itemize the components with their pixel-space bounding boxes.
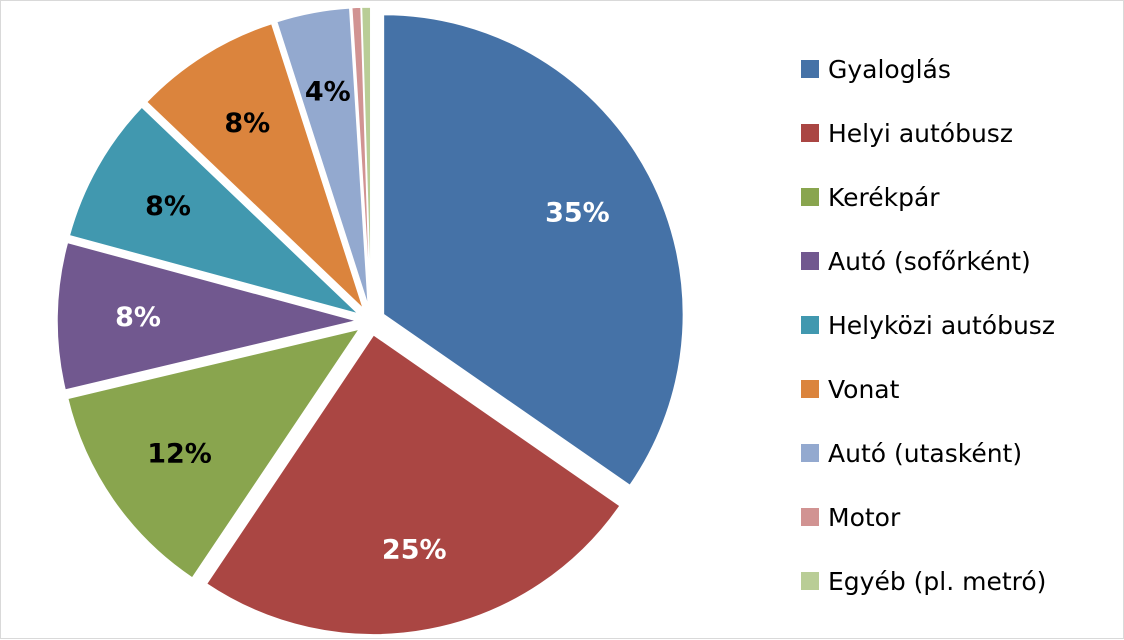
- legend-swatch: [801, 316, 819, 334]
- legend-item: Motor: [801, 485, 1055, 549]
- slice-data-label: 25%: [382, 534, 447, 565]
- legend-label: Vonat: [828, 374, 900, 404]
- legend-item: Helyközi autóbusz: [801, 293, 1055, 357]
- legend-item: Vonat: [801, 357, 1055, 421]
- slice-data-label: 4%: [305, 77, 351, 108]
- legend-swatch: [801, 572, 819, 590]
- legend-swatch: [801, 508, 819, 526]
- pie-chart: 35% 25% 12% 8% 8% 8% 4%: [56, 6, 685, 636]
- legend-swatch: [801, 380, 819, 398]
- legend-item: Helyi autóbusz: [801, 101, 1055, 165]
- legend-label: Helyközi autóbusz: [828, 310, 1055, 340]
- legend-item: Autó (sofőrként): [801, 229, 1055, 293]
- slice-data-label: 8%: [145, 191, 191, 222]
- legend-label: Gyaloglás: [828, 54, 951, 84]
- legend-label: Autó (sofőrként): [828, 246, 1031, 276]
- slice-data-label: 8%: [224, 108, 270, 139]
- chart-legend: Gyaloglás Helyi autóbusz Kerékpár Autó (…: [801, 37, 1055, 613]
- pie-slice: [68, 105, 360, 315]
- legend-item: Egyéb (pl. metró): [801, 549, 1055, 613]
- slice-data-label: 12%: [147, 438, 212, 469]
- pie-slice: [275, 7, 370, 308]
- pie-slice: [360, 6, 372, 308]
- legend-label: Motor: [828, 502, 901, 532]
- legend-swatch: [801, 444, 819, 462]
- pie-slice: [66, 327, 362, 580]
- slice-data-label: 35%: [545, 197, 610, 228]
- legend-item: Gyaloglás: [801, 37, 1055, 101]
- legend-label: Kerékpár: [828, 182, 940, 212]
- legend-label: Helyi autóbusz: [828, 118, 1013, 148]
- slice-data-label: 8%: [115, 302, 161, 333]
- legend-swatch: [801, 188, 819, 206]
- legend-label: Egyéb (pl. metró): [828, 566, 1047, 596]
- pie-slice: [205, 333, 622, 636]
- legend-swatch: [801, 60, 819, 78]
- legend-swatch: [801, 252, 819, 270]
- legend-item: Autó (utasként): [801, 421, 1055, 485]
- pie-slice: [382, 13, 685, 487]
- legend-item: Kerékpár: [801, 165, 1055, 229]
- pie-slice: [145, 22, 365, 310]
- legend-swatch: [801, 124, 819, 142]
- pie-slice: [56, 241, 358, 392]
- legend-label: Autó (utasként): [828, 438, 1023, 468]
